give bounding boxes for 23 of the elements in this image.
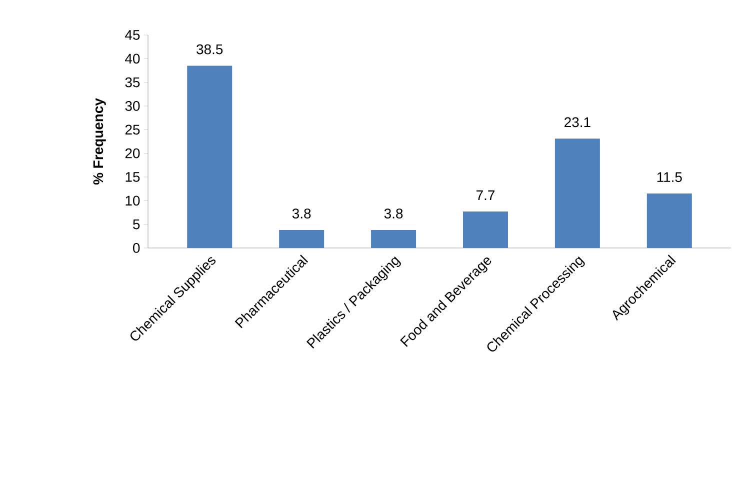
data-label: 38.5 [196,44,223,54]
bar [462,212,508,248]
y-tick-label: 0 [133,243,140,253]
y-tick-label: 20 [125,148,140,158]
y-tick-label: 45 [125,30,140,40]
data-label: 3.8 [292,208,311,218]
data-label: 7.7 [476,190,494,200]
y-tick-label: 35 [125,77,140,88]
data-label: 11.5 [657,172,682,182]
bar [371,230,416,248]
y-tick-label: 10 [126,196,140,206]
y-tick-label: 15 [126,172,140,182]
y-tick-label: 40 [125,54,140,64]
y-tick-label: 5 [133,219,140,230]
bar [187,66,232,248]
bar [554,138,600,248]
y-tick-label: 25 [125,124,140,135]
data-label: 3.8 [384,208,403,218]
data-label: 23.1 [564,117,590,128]
y-tick-label: 30 [125,101,140,111]
bar [646,194,692,248]
y-axis-title: % Frequency [93,98,106,185]
bar [279,230,324,248]
